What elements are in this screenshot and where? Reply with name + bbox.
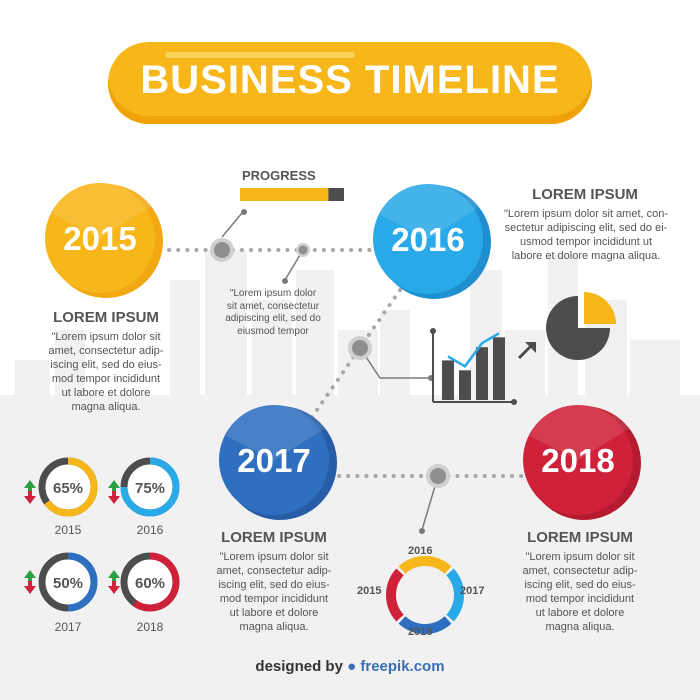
gauge-year-2016: 2016 [136, 523, 164, 537]
freepik-logo-icon: ● [347, 658, 357, 675]
text-line: ut labore et dolore [229, 607, 319, 619]
trend-arrows-icon [24, 480, 120, 594]
growth-arrow-icon [517, 342, 536, 360]
heading-2016: LOREM IPSUM [532, 186, 638, 203]
text-line: usmod tempor incididunt ut [519, 236, 653, 248]
banner-highlight [165, 52, 355, 58]
milestone-2018 [523, 399, 641, 520]
designer-credit[interactable]: designed by ● freepik.com [0, 658, 700, 675]
gauge-pct-2015: 65% [52, 480, 84, 497]
description-2017: "Lorem ipsum dolor sit amet, consectetur… [204, 550, 344, 634]
text-line: "Lorem ipsum dolor [229, 288, 317, 299]
text-line: magna aliqua. [71, 401, 141, 413]
gauge-background [38, 552, 98, 612]
gauge-year-2017: 2017 [54, 620, 82, 634]
donut-label-2017: 2017 [460, 585, 485, 597]
text-line: "Lorem ipsum dolor sit [51, 331, 161, 343]
pie-slice-highlight [584, 292, 616, 324]
gauge-background [120, 457, 180, 517]
text-line: mod tempor incididunt [51, 373, 161, 385]
description-2018: "Lorem ipsum dolor sit amet, consectetur… [510, 550, 650, 634]
text-line: sit amet, consectetur [226, 300, 320, 312]
heading-2015: LOREM IPSUM [53, 309, 159, 326]
text-line: amet, consectetur adip- [48, 345, 164, 357]
gauge-pct-2016: 75% [134, 480, 166, 497]
text-line: "Lorem ipsum dolor sit [525, 551, 635, 563]
donut-segment-2015 [398, 556, 452, 574]
milestone-2017 [219, 399, 337, 520]
year-label-2016: 2016 [391, 221, 465, 258]
text-line: ut labore et dolore [61, 387, 151, 399]
bar [442, 360, 454, 400]
gauge-year-2015: 2015 [54, 523, 82, 537]
gauge-pct-2017: 50% [52, 575, 84, 592]
gauge-year-2018: 2018 [136, 620, 164, 634]
progress-label: PROGRESS [242, 168, 316, 183]
text-line: iscing elit, sed do eius- [218, 579, 330, 591]
heading-2018: LOREM IPSUM [527, 529, 633, 546]
year-label-2018: 2018 [541, 442, 615, 479]
heading-2017: LOREM IPSUM [221, 529, 327, 546]
text-line: amet, consectetur adip- [522, 565, 638, 577]
gauge-background [38, 457, 98, 517]
donut-segment-2016 [446, 568, 464, 622]
small-description: "Lorem ipsum dolor sit amet, consectetur… [213, 288, 333, 338]
text-line: sectetur adipiscing elit, sed do ei- [504, 222, 668, 234]
donut-chart [386, 556, 464, 634]
pie-chart-icon [546, 292, 616, 360]
text-line: adipiscing elit, sed do [225, 313, 321, 324]
milestone-2016 [373, 178, 491, 299]
credit-prefix: designed by [255, 658, 343, 675]
credit-brand[interactable]: freepik.com [360, 658, 445, 675]
text-line: mod tempor incididunt [525, 593, 635, 605]
text-line: "Lorem ipsum dolor sit amet, con- [503, 208, 669, 220]
description-2015: "Lorem ipsum dolor sit amet, consectetur… [36, 330, 176, 414]
text-line: mod tempor incididunt [219, 593, 329, 605]
description-2016: "Lorem ipsum dolor sit amet, con- sectet… [492, 207, 680, 263]
gauge-background [120, 552, 180, 612]
donut-label-2018: 2018 [408, 626, 433, 638]
text-line: magna aliqua. [545, 621, 615, 633]
gauge-fill [120, 457, 180, 517]
donut-segment-2017 [398, 616, 452, 634]
year-label-2015: 2015 [63, 220, 137, 257]
progress-fill [240, 188, 329, 201]
text-line: eiusmod tempor [237, 325, 309, 337]
gauge-fill [67, 552, 98, 612]
year-label-2017: 2017 [237, 442, 311, 479]
milestone-2015 [45, 177, 163, 298]
text-line: iscing elit, sed do eius- [50, 359, 162, 371]
progress-bar [240, 188, 344, 201]
text-line: labore et dolore magna aliqua. [511, 250, 661, 262]
text-line: iscing elit, sed do eius- [524, 579, 636, 591]
gauge-fill [44, 457, 98, 517]
gauge-fill [132, 552, 180, 612]
text-line: ut labore et dolore [535, 607, 625, 619]
gauge-pct-2018: 60% [134, 575, 166, 592]
percentage-gauges [24, 457, 180, 612]
bar [476, 347, 488, 400]
bar [493, 337, 505, 400]
donut-label-2015: 2015 [357, 585, 382, 597]
donut-label-2016: 2016 [408, 545, 433, 557]
text-line: magna aliqua. [239, 621, 309, 633]
text-line: amet, consectetur adip- [216, 565, 332, 577]
text-line: "Lorem ipsum dolor sit [219, 551, 329, 563]
bar-chart-icon [430, 328, 517, 405]
bar [459, 370, 471, 400]
pie-slice-base [546, 296, 610, 360]
donut-segment-2018 [386, 568, 404, 622]
page-title: BUSINESS TIMELINE [140, 58, 560, 102]
